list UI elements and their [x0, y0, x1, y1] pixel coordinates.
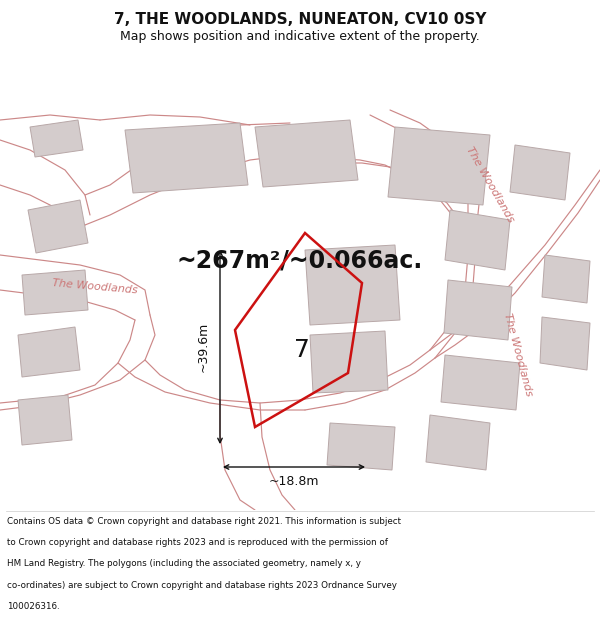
Text: The Woodlands: The Woodlands: [52, 278, 138, 296]
Polygon shape: [540, 317, 590, 370]
Text: co-ordinates) are subject to Crown copyright and database rights 2023 Ordnance S: co-ordinates) are subject to Crown copyr…: [7, 581, 397, 590]
Polygon shape: [22, 270, 88, 315]
Text: ~267m²/~0.066ac.: ~267m²/~0.066ac.: [177, 248, 423, 272]
Text: HM Land Registry. The polygons (including the associated geometry, namely x, y: HM Land Registry. The polygons (includin…: [7, 559, 361, 569]
Text: ~18.8m: ~18.8m: [269, 475, 319, 488]
Text: The Woodlands: The Woodlands: [464, 146, 516, 224]
Polygon shape: [388, 127, 490, 205]
Polygon shape: [30, 120, 83, 157]
Polygon shape: [18, 327, 80, 377]
Text: 7, THE WOODLANDS, NUNEATON, CV10 0SY: 7, THE WOODLANDS, NUNEATON, CV10 0SY: [114, 12, 486, 27]
Polygon shape: [310, 331, 388, 393]
Text: to Crown copyright and database rights 2023 and is reproduced with the permissio: to Crown copyright and database rights 2…: [7, 538, 388, 547]
Polygon shape: [542, 255, 590, 303]
Polygon shape: [327, 423, 395, 470]
Polygon shape: [18, 395, 72, 445]
Polygon shape: [426, 415, 490, 470]
Polygon shape: [305, 245, 400, 325]
Text: Contains OS data © Crown copyright and database right 2021. This information is : Contains OS data © Crown copyright and d…: [7, 517, 401, 526]
Text: ~39.6m: ~39.6m: [197, 322, 210, 372]
Polygon shape: [125, 123, 248, 193]
Text: The Woodlands: The Woodlands: [502, 312, 534, 398]
Text: Map shows position and indicative extent of the property.: Map shows position and indicative extent…: [120, 30, 480, 43]
Polygon shape: [441, 355, 520, 410]
Polygon shape: [445, 210, 510, 270]
Text: 100026316.: 100026316.: [7, 602, 60, 611]
Text: 7: 7: [294, 338, 310, 362]
Polygon shape: [28, 200, 88, 253]
Polygon shape: [510, 145, 570, 200]
Polygon shape: [444, 280, 512, 340]
Polygon shape: [255, 120, 358, 187]
